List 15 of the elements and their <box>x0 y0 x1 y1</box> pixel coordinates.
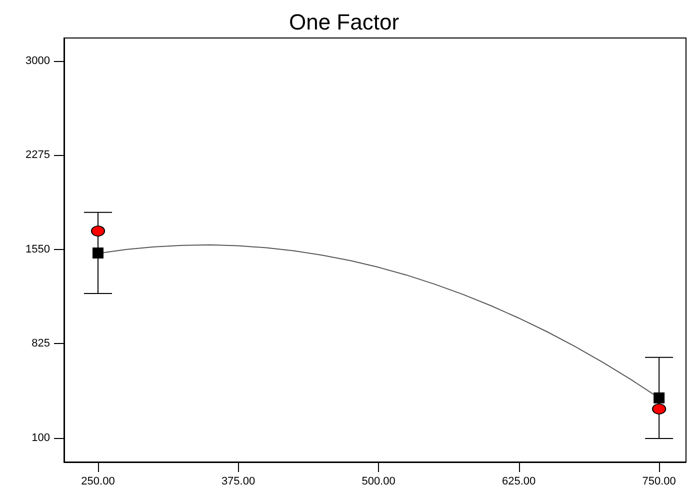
x-tick-label: 250.00 <box>81 476 115 488</box>
point <box>654 392 665 404</box>
y-tick-label: 1550 <box>26 243 50 256</box>
x-tick-label: 500.00 <box>362 476 396 488</box>
y-tick-label: 825 <box>32 338 50 350</box>
chart-title: One Factor <box>288 10 400 34</box>
y-tick-label: 2275 <box>26 149 50 162</box>
x-tick-label: 375.00 <box>221 476 256 488</box>
y-tick-label: 100 <box>32 432 50 444</box>
y-tick-label: 3000 <box>26 55 50 68</box>
point <box>91 226 105 237</box>
x-tick-label: 625.00 <box>502 476 536 488</box>
point <box>92 247 104 258</box>
point <box>652 403 666 414</box>
x-tick-label: 750.00 <box>642 476 676 488</box>
